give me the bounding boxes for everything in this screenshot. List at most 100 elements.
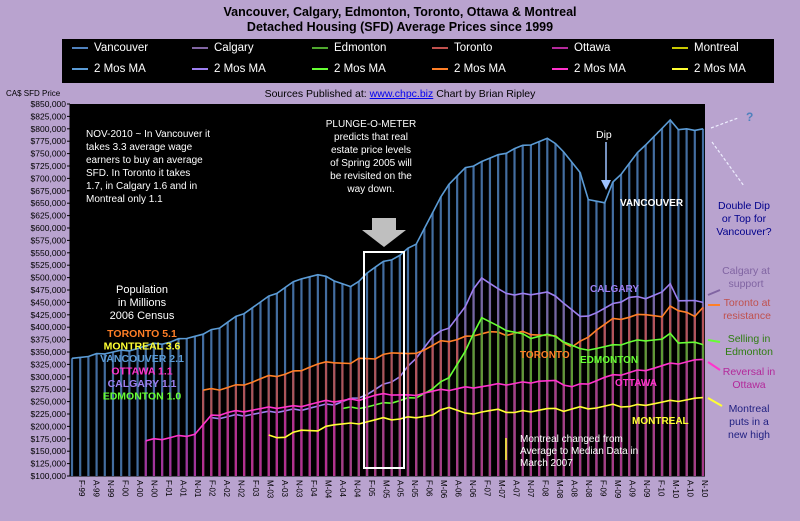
- population-row: MONTREAL 3.6: [104, 341, 181, 353]
- y-tick-label: $700,000: [31, 173, 67, 183]
- annotation-reversal-ottawa: Reversal in Ottawa: [723, 366, 776, 391]
- label-montreal: MONTREAL: [632, 416, 689, 427]
- plunge-box: [363, 251, 405, 469]
- annotation-selling-edmonton: Selling in Edmonton: [725, 333, 773, 358]
- source-prefix: Sources Published at:: [264, 88, 367, 100]
- annotation-montreal-median: Montreal changed from Average to Median D…: [520, 434, 638, 469]
- y-tick-label: $775,000: [31, 136, 67, 146]
- x-tick-label: N-02: [236, 480, 245, 498]
- legend-label: Vancouver: [94, 42, 149, 54]
- x-tick-label: F-99: [77, 480, 86, 497]
- population-row: VANCOUVER 2.1: [100, 353, 184, 365]
- population-row: OTTAWA 1.1: [111, 366, 172, 378]
- chart-subtitle: Detached Housing (SFD) Average Prices si…: [246, 20, 554, 34]
- label-ottawa: OTTAWA: [615, 378, 657, 389]
- population-row: TORONTO 5.1: [107, 328, 177, 340]
- y-axis-label: CA$ SFD Price: [6, 89, 61, 98]
- x-tick-label: A-05: [396, 480, 405, 497]
- y-tick-label: $550,000: [31, 248, 67, 258]
- y-tick-label: $450,000: [31, 297, 67, 307]
- x-tick-label: F-04: [309, 480, 318, 497]
- legend-entry: Vancouver: [72, 42, 148, 54]
- population-row: CALGARY 1.1: [108, 378, 177, 390]
- legend-label: 2 Mos MA: [214, 63, 266, 75]
- x-tick-label: F-01: [164, 480, 173, 497]
- calgary-pointer: [707, 289, 721, 296]
- toronto-ma-line: [202, 304, 704, 391]
- x-tick-label: F-05: [367, 480, 376, 497]
- legend-swatch: [192, 46, 208, 49]
- x-tick-label: M-03: [265, 480, 274, 499]
- x-tick-label: A-08: [570, 480, 579, 497]
- x-tick-label: A-09: [628, 480, 637, 497]
- y-tick-label: $225,000: [31, 409, 67, 419]
- y-tick-label: $100,000: [31, 471, 67, 481]
- plot-area: [70, 104, 705, 476]
- x-tick-label: A-99: [91, 480, 100, 497]
- x-tick-label: N-04: [352, 480, 361, 498]
- x-tick-label: A-01: [178, 480, 187, 497]
- legend-swatch: [672, 46, 688, 49]
- plunge-arrow: [362, 218, 406, 247]
- x-tick-label: N-09: [642, 480, 651, 498]
- x-tick-label: M-10: [671, 480, 680, 499]
- montreal-ma-line: [268, 396, 704, 439]
- x-tick-label: M-05: [381, 480, 390, 499]
- y-tick-label: $825,000: [31, 111, 67, 121]
- annotation-calgary-support: Calgary at support: [722, 265, 770, 290]
- legend-swatch: [432, 46, 448, 49]
- label-edmonton: EDMONTON: [580, 355, 638, 366]
- y-tick-label: $400,000: [31, 322, 67, 332]
- y-tick-label: $150,000: [31, 446, 67, 456]
- y-tick-label: $375,000: [31, 335, 67, 345]
- legend-label: Calgary: [214, 42, 254, 54]
- x-tick-label: N-03: [294, 480, 303, 498]
- x-tick-label: M-09: [613, 480, 622, 499]
- x-tick-label: A-03: [280, 480, 289, 497]
- legend-entry: Edmonton: [312, 42, 386, 54]
- legend-swatch: [192, 67, 208, 70]
- y-tick-label: $625,000: [31, 211, 67, 221]
- population-title: Population in Millions 2006 Census: [110, 284, 175, 322]
- annotation-nov-2010: NOV-2010 ~ In Vancouver it takes 3.3 aver…: [86, 129, 210, 205]
- legend-entry: Montreal: [672, 42, 739, 54]
- x-tick-label: N-08: [584, 480, 593, 498]
- y-tick-label: $475,000: [31, 285, 67, 295]
- legend: Vancouver Calgary Edmonton Toronto Ottawa Mon…: [62, 39, 774, 83]
- legend-entry: 2 Mos MA: [552, 63, 626, 75]
- legend-entry: Toronto: [432, 42, 492, 54]
- edmonton-pointer: [707, 339, 721, 343]
- legend-swatch: [72, 46, 88, 49]
- x-tick-label: F-03: [251, 480, 260, 497]
- legend-entry: 2 Mos MA: [192, 63, 266, 75]
- legend-label: 2 Mos MA: [574, 63, 626, 75]
- legend-label: Edmonton: [334, 42, 387, 54]
- y-tick-label: $250,000: [31, 397, 67, 407]
- x-tick-label: A-07: [512, 480, 521, 497]
- y-tick-label: $325,000: [31, 359, 67, 369]
- x-tick-label: A-00: [135, 480, 144, 497]
- montreal-pointer: [707, 397, 723, 407]
- source-link[interactable]: www.chpc.biz: [369, 88, 434, 100]
- annotation-question: ?: [746, 110, 753, 124]
- x-tick-label: N-10: [700, 480, 709, 498]
- ottawa-ma-line: [145, 358, 704, 442]
- x-tick-label: M-08: [555, 480, 564, 499]
- x-tick-label: M-07: [497, 480, 506, 499]
- legend-entry: 2 Mos MA: [672, 63, 746, 75]
- y-tick-label: $300,000: [31, 372, 67, 382]
- legend-entry: Calgary: [192, 42, 254, 54]
- question-arrow: [710, 117, 739, 129]
- x-tick-label: F-02: [207, 480, 216, 497]
- y-tick-label: $125,000: [31, 459, 67, 469]
- x-tick-label: F-08: [541, 480, 550, 497]
- y-tick-label: $600,000: [31, 223, 67, 233]
- ottawa-pointer: [707, 361, 721, 371]
- y-tick-label: $850,000: [31, 99, 67, 109]
- chart-title: Vancouver, Calgary, Edmonton, Toronto, O…: [223, 5, 577, 19]
- y-tick-label: $175,000: [31, 434, 67, 444]
- x-tick-label: N-00: [149, 480, 158, 498]
- x-tick-label: F-09: [599, 480, 608, 497]
